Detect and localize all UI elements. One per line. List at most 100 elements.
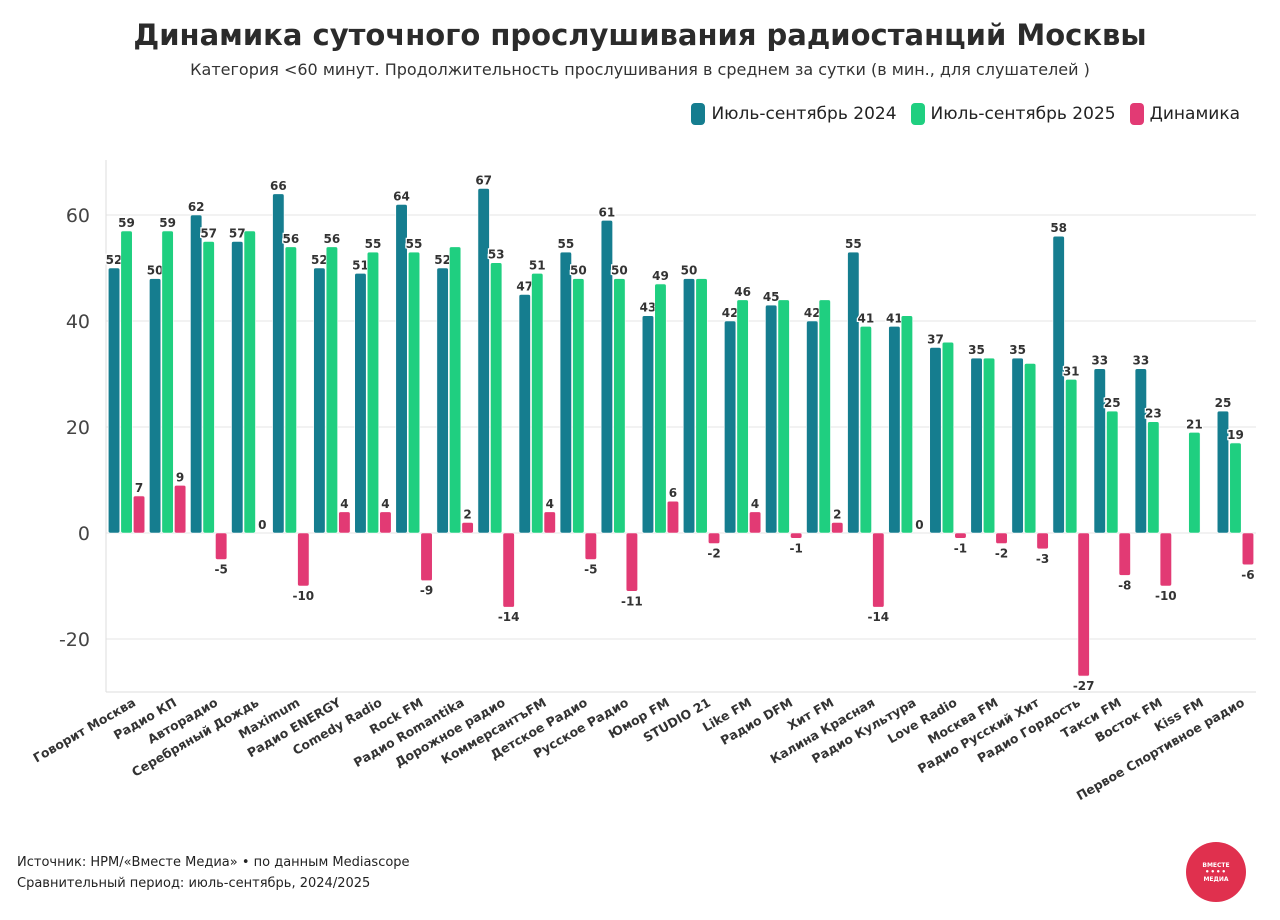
bar-2025 bbox=[1024, 363, 1037, 534]
data-label: 33 bbox=[1132, 354, 1149, 368]
data-label: 4 bbox=[381, 497, 389, 511]
data-label: -5 bbox=[215, 563, 228, 577]
bar-2025 bbox=[1188, 431, 1201, 534]
bar-2025 bbox=[900, 315, 913, 534]
legend-label-2025: Июль-сентябрь 2025 bbox=[930, 104, 1116, 124]
data-label: -14 bbox=[867, 610, 889, 624]
bar-2024 bbox=[1052, 235, 1065, 534]
bar-2024 bbox=[970, 357, 983, 534]
data-label: 49 bbox=[652, 269, 669, 283]
data-label: 53 bbox=[488, 248, 505, 262]
data-label: 25 bbox=[1104, 396, 1121, 410]
bar-2025 bbox=[284, 246, 297, 534]
data-label: 43 bbox=[640, 301, 657, 315]
legend-swatch-2024 bbox=[691, 103, 706, 125]
bar-dynamics bbox=[379, 511, 392, 534]
bar-2024 bbox=[929, 347, 942, 534]
bar-dynamics bbox=[666, 500, 680, 534]
legend-item-2025[interactable]: Июль-сентябрь 2025 bbox=[910, 103, 1116, 125]
data-label: 56 bbox=[324, 232, 341, 246]
legend-swatch-2025 bbox=[910, 103, 925, 125]
data-label: 62 bbox=[188, 200, 205, 214]
y-tick-label: 0 bbox=[78, 523, 90, 545]
bar-2024 bbox=[149, 278, 162, 534]
data-label: 35 bbox=[1009, 343, 1026, 357]
data-label: -27 bbox=[1073, 679, 1095, 693]
bar-dynamics bbox=[1118, 532, 1131, 576]
y-tick-label: 60 bbox=[66, 205, 90, 227]
bar-2025 bbox=[366, 251, 380, 534]
bar-2025 bbox=[449, 246, 462, 534]
data-label: -6 bbox=[1241, 568, 1254, 582]
data-label: -11 bbox=[621, 594, 643, 608]
chart-subtitle: Категория <60 минут. Продолжительность п… bbox=[190, 60, 1090, 79]
bar-2024 bbox=[395, 204, 408, 534]
bar-2025 bbox=[531, 272, 544, 534]
footer-source: Источник: НРМ/«Вместе Медиа» • по данным… bbox=[17, 855, 410, 870]
data-label: 52 bbox=[106, 253, 123, 267]
data-label: 2 bbox=[833, 507, 841, 521]
data-label: 50 bbox=[147, 264, 164, 278]
bar-2025 bbox=[572, 278, 585, 534]
data-label: 41 bbox=[886, 311, 903, 325]
data-label: -5 bbox=[584, 563, 597, 577]
data-label: 0 bbox=[258, 518, 266, 532]
data-label: 58 bbox=[1050, 221, 1067, 235]
data-label: 0 bbox=[915, 518, 923, 532]
bar-2025 bbox=[120, 230, 133, 534]
legend-item-2024[interactable]: Июль-сентябрь 2024 bbox=[691, 103, 897, 125]
data-label: 51 bbox=[529, 258, 546, 272]
bar-2024 bbox=[518, 294, 531, 534]
bar-2024 bbox=[600, 220, 613, 534]
y-tick-label: -20 bbox=[59, 629, 90, 651]
bar-2025 bbox=[490, 262, 503, 534]
brand-logo: ВМЕСТЕ •••• МЕДИА bbox=[1186, 842, 1246, 902]
bar-dynamics bbox=[543, 511, 556, 534]
data-label: 19 bbox=[1227, 428, 1244, 442]
bar-2024 bbox=[107, 267, 121, 534]
data-label: 57 bbox=[229, 227, 246, 241]
data-label: 35 bbox=[968, 343, 985, 357]
bar-2024 bbox=[1134, 368, 1147, 534]
bar-dynamics bbox=[749, 511, 762, 534]
bar-2024 bbox=[231, 241, 244, 534]
legend-label-2024: Июль-сентябрь 2024 bbox=[711, 104, 897, 124]
bar-2025 bbox=[1065, 378, 1078, 534]
bar-2025 bbox=[818, 299, 831, 534]
data-label: 42 bbox=[722, 306, 739, 320]
data-label: -14 bbox=[498, 610, 520, 624]
data-label: 2 bbox=[463, 507, 471, 521]
data-label: -1 bbox=[790, 541, 803, 555]
bar-dynamics bbox=[790, 532, 803, 539]
data-label: 7 bbox=[135, 481, 143, 495]
data-label: 4 bbox=[546, 497, 554, 511]
bar-dynamics bbox=[625, 532, 638, 592]
data-label: 23 bbox=[1145, 407, 1162, 421]
legend-swatch-dynamics bbox=[1129, 103, 1144, 125]
data-label: -8 bbox=[1118, 578, 1131, 592]
data-label: 50 bbox=[681, 264, 698, 278]
data-label: 55 bbox=[557, 237, 574, 251]
bar-dynamics bbox=[297, 532, 310, 587]
bar-2024 bbox=[765, 304, 778, 534]
data-label: 6 bbox=[669, 486, 677, 500]
bar-dynamics bbox=[461, 522, 474, 534]
legend-label-dynamics: Динамика bbox=[1149, 104, 1240, 124]
bar-dynamics bbox=[995, 532, 1008, 544]
bar-2025 bbox=[613, 278, 626, 534]
data-label: -2 bbox=[995, 547, 1008, 561]
bar-dynamics bbox=[502, 532, 515, 608]
bar-dynamics bbox=[338, 511, 351, 534]
legend-item-dynamics[interactable]: Динамика bbox=[1129, 103, 1240, 125]
bar-dynamics bbox=[174, 484, 187, 534]
data-label: 52 bbox=[434, 253, 451, 267]
data-label: 4 bbox=[340, 497, 348, 511]
data-label: 55 bbox=[406, 237, 423, 251]
bar-2025 bbox=[1106, 410, 1119, 534]
bar-2025 bbox=[941, 341, 955, 534]
bar-dynamics bbox=[584, 532, 597, 560]
bar-2025 bbox=[777, 299, 790, 534]
data-label: 64 bbox=[393, 189, 410, 203]
bar-2024 bbox=[682, 278, 696, 534]
